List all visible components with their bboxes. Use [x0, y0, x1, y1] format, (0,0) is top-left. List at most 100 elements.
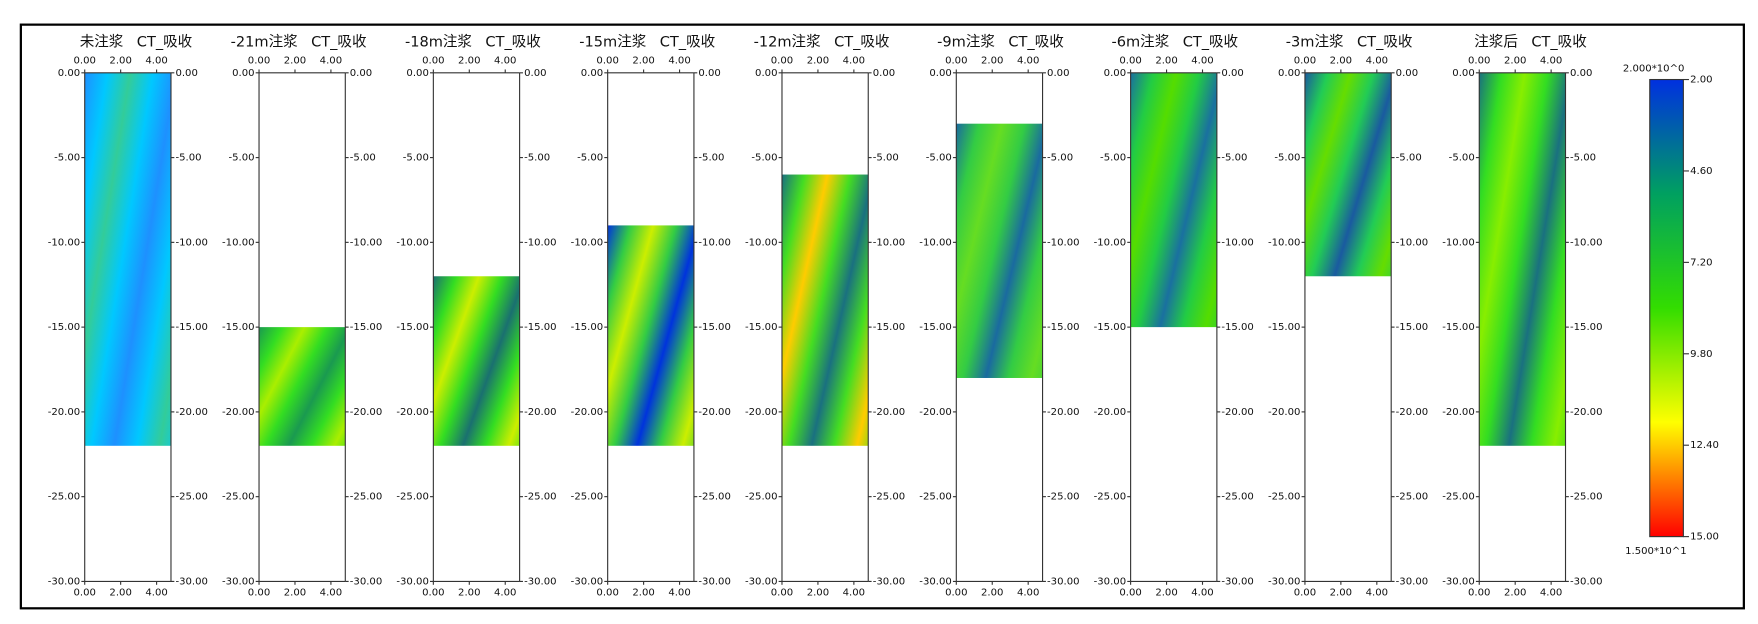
y-tick-label: -25.00 [1442, 492, 1474, 503]
y-tick-label: 0.00 [1221, 68, 1243, 79]
colorbar-bottom-label: 1.500*10^1 [1625, 546, 1687, 557]
y-tick-label: -30.00 [1047, 576, 1080, 587]
y-tick-label: -20.00 [222, 407, 255, 418]
y-tick-label: -20.00 [524, 407, 557, 418]
y-tick-label: -30.00 [1221, 576, 1254, 587]
x-tick-label: 4.00 [320, 588, 342, 599]
y-tick-label: -10.00 [873, 237, 906, 248]
x-tick-label: 4.00 [145, 55, 167, 66]
y-tick-label: -10.00 [48, 237, 81, 248]
panel-kind: CT_吸收 [1531, 34, 1587, 51]
x-tick-label: 4.00 [1191, 55, 1213, 66]
panel-kind: CT_吸收 [1357, 34, 1413, 51]
y-tick-label: -10.00 [1442, 237, 1474, 248]
y-tick-label: -10.00 [524, 237, 557, 248]
y-tick-label: -5.00 [524, 153, 550, 164]
y-tick-label: -20.00 [350, 407, 383, 418]
y-tick-label: -10.00 [175, 237, 208, 248]
y-tick-label: -25.00 [571, 492, 603, 503]
x-tick-label: 0.00 [248, 588, 270, 599]
y-tick-label: -25.00 [524, 492, 557, 503]
y-tick-label: -25.00 [1570, 492, 1602, 503]
panel-kind: CT_吸收 [1008, 34, 1064, 51]
y-tick-label: -25.00 [175, 492, 208, 503]
y-tick-label: 0.00 [232, 68, 254, 79]
y-tick-label: -5.00 [926, 153, 952, 164]
y-tick-label: -20.00 [1570, 407, 1602, 418]
y-tick-label: -30.00 [873, 576, 906, 587]
panel-name: -15m注浆 [579, 33, 646, 51]
y-tick-label: -25.00 [919, 492, 952, 503]
x-tick-label: 2.00 [284, 55, 306, 66]
x-tick-label: 4.00 [320, 55, 342, 66]
x-tick-label: 0.00 [73, 55, 95, 66]
y-tick-label: -5.00 [1396, 153, 1422, 164]
colorbar-tick-label: 2.00 [1690, 75, 1712, 86]
y-tick-label: -30.00 [1570, 576, 1602, 587]
y-tick-label: -20.00 [1221, 407, 1254, 418]
y-tick-label: -5.00 [577, 153, 603, 164]
x-tick-label: 0.00 [1119, 588, 1141, 599]
ct-region [84, 72, 171, 446]
y-tick-label: -5.00 [1570, 153, 1596, 164]
panel-kind: CT_吸收 [137, 34, 193, 51]
panel-name: -9m注浆 [937, 33, 995, 51]
y-tick-label: 0.00 [755, 68, 777, 79]
panel-name: -3m注浆 [1286, 33, 1344, 51]
x-tick-label: 0.00 [1294, 588, 1316, 599]
x-tick-label: 0.00 [596, 588, 618, 599]
y-tick-label: -20.00 [1396, 407, 1429, 418]
y-tick-label: 0.00 [698, 68, 720, 79]
y-tick-label: -30.00 [175, 576, 208, 587]
frame [19, 23, 1745, 610]
y-tick-label: -15.00 [1442, 322, 1474, 333]
y-tick-label: -5.00 [751, 153, 777, 164]
x-tick-label: 0.00 [422, 588, 444, 599]
ct-region [1304, 72, 1392, 277]
panel-name: -21m注浆 [231, 33, 298, 51]
y-tick-label: -5.00 [175, 153, 201, 164]
x-tick-label: 4.00 [1366, 55, 1388, 66]
y-tick-label: -25.00 [1396, 492, 1429, 503]
y-tick-label: -30.00 [48, 576, 81, 587]
panel-name: -18m注浆 [405, 33, 472, 51]
y-tick-label: -5.00 [350, 153, 376, 164]
x-tick-label: 0.00 [945, 588, 967, 599]
y-tick-label: -20.00 [1442, 407, 1474, 418]
y-tick-label: 0.00 [350, 68, 372, 79]
y-tick-label: -30.00 [1268, 576, 1301, 587]
ct-region [433, 276, 520, 446]
x-tick-label: 0.00 [945, 55, 967, 66]
x-tick-label: 4.00 [494, 588, 516, 599]
y-tick-label: -30.00 [350, 576, 383, 587]
ct-region [1130, 72, 1217, 328]
y-tick-label: -20.00 [1268, 407, 1301, 418]
colorbar-tick-label: 12.40 [1690, 440, 1719, 451]
y-tick-label: -30.00 [1094, 576, 1127, 587]
y-tick-label: -5.00 [1100, 153, 1126, 164]
y-tick-label: -15.00 [919, 322, 952, 333]
x-tick-label: 0.00 [1119, 55, 1141, 66]
y-tick-label: -30.00 [524, 576, 557, 587]
x-tick-label: 0.00 [596, 55, 618, 66]
x-tick-label: 0.00 [771, 588, 793, 599]
x-tick-label: 4.00 [1017, 588, 1039, 599]
y-tick-label: -15.00 [524, 322, 557, 333]
y-tick-label: -15.00 [175, 322, 208, 333]
panel-name: -12m注浆 [754, 33, 821, 51]
y-tick-label: -5.00 [873, 153, 899, 164]
y-tick-label: 0.00 [175, 68, 197, 79]
y-tick-label: -10.00 [1570, 237, 1602, 248]
y-tick-label: -10.00 [745, 237, 778, 248]
y-tick-label: -10.00 [396, 237, 428, 248]
y-tick-label: -25.00 [350, 492, 383, 503]
colorbar-tick-label: 15.00 [1690, 532, 1719, 543]
panel-kind: CT_吸收 [1183, 34, 1239, 51]
y-tick-label: -20.00 [873, 407, 906, 418]
panel-kind: CT_吸收 [311, 34, 367, 51]
panel-kind: CT_吸收 [834, 34, 890, 51]
y-tick-label: -20.00 [48, 407, 81, 418]
y-tick-label: 0.00 [1570, 68, 1592, 79]
y-tick-label: -5.00 [403, 153, 429, 164]
panel-kind: CT_吸收 [485, 34, 541, 51]
